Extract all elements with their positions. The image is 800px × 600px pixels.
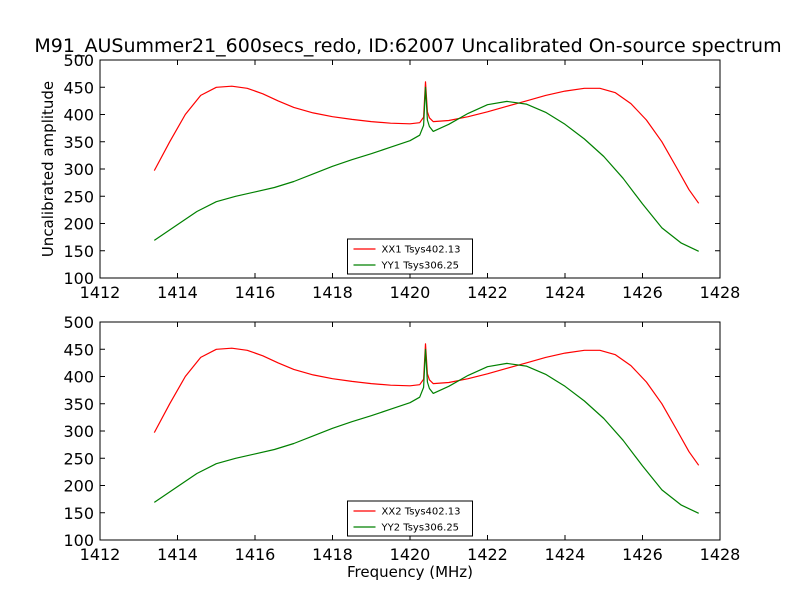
legend: XX1 Tsys402.13 YY1 Tsys306.25 <box>347 238 473 275</box>
x-axis-title: Frequency (MHz) <box>347 563 473 581</box>
series-line-yy <box>153 348 699 514</box>
y-tick-label: 250 <box>63 449 94 468</box>
y-tick-label: 500 <box>63 313 94 332</box>
top-panel: 1412 1414 1416 1418 1420 1422 1424 1426 1428 100 1… <box>39 51 740 302</box>
y-tick-label: 150 <box>63 504 94 523</box>
x-tick-label: 1420 <box>390 283 431 302</box>
x-tick-label: 1416 <box>235 545 276 564</box>
legend: XX2 Tsys402.13 YY2 Tsys306.25 <box>347 500 473 537</box>
y-axis-title: Uncalibrated amplitude <box>39 81 57 257</box>
y-tick-label: 350 <box>63 133 94 152</box>
y-tick-label: 150 <box>63 242 94 261</box>
y-tick-label: 450 <box>63 340 94 359</box>
x-tick-label: 1418 <box>312 545 353 564</box>
x-tick-label: 1414 <box>157 545 198 564</box>
legend-label: YY1 Tsys306.25 <box>381 261 460 272</box>
x-tick-label: 1412 <box>80 545 121 564</box>
x-tick-label: 1428 <box>700 283 741 302</box>
y-tick-label: 200 <box>63 477 94 496</box>
y-tick-label: 100 <box>63 531 94 550</box>
x-tick-label: 1424 <box>545 545 586 564</box>
x-tick-label: 1422 <box>467 283 508 302</box>
y-tick-label: 350 <box>63 395 94 414</box>
y-tick-label: 400 <box>63 368 94 387</box>
x-tick-label: 1418 <box>312 283 353 302</box>
legend-label: XX1 Tsys402.13 <box>382 245 461 256</box>
x-tick-label: 1428 <box>700 545 741 564</box>
legend-box <box>347 238 473 275</box>
chart-title: M91_AUSummer21_600secs_redo, ID:62007 Un… <box>34 35 781 57</box>
y-tick-label: 300 <box>63 422 94 441</box>
y-tick-label: 100 <box>63 269 94 288</box>
x-tick-label: 1422 <box>467 545 508 564</box>
y-tick-label: 250 <box>63 187 94 206</box>
x-tick-label: 1420 <box>390 545 431 564</box>
series-line-yy <box>153 86 699 252</box>
legend-label: XX2 Tsys402.13 <box>382 507 461 518</box>
y-tick-label: 500 <box>63 51 94 70</box>
bottom-panel: 1412 1414 1416 1418 1420 1422 1424 1426 1428 100 1… <box>63 313 740 581</box>
x-tick-label: 1412 <box>80 283 121 302</box>
x-tick-label: 1416 <box>235 283 276 302</box>
y-tick-label: 200 <box>63 215 94 234</box>
legend-box <box>347 500 473 537</box>
x-tick-label: 1414 <box>157 283 198 302</box>
x-tick-label: 1424 <box>545 283 586 302</box>
y-tick-label: 400 <box>63 106 94 125</box>
x-tick-label: 1426 <box>622 545 663 564</box>
y-tick-label: 300 <box>63 160 94 179</box>
y-tick-label: 450 <box>63 78 94 97</box>
x-tick-label: 1426 <box>622 283 663 302</box>
legend-label: YY2 Tsys306.25 <box>381 523 460 534</box>
